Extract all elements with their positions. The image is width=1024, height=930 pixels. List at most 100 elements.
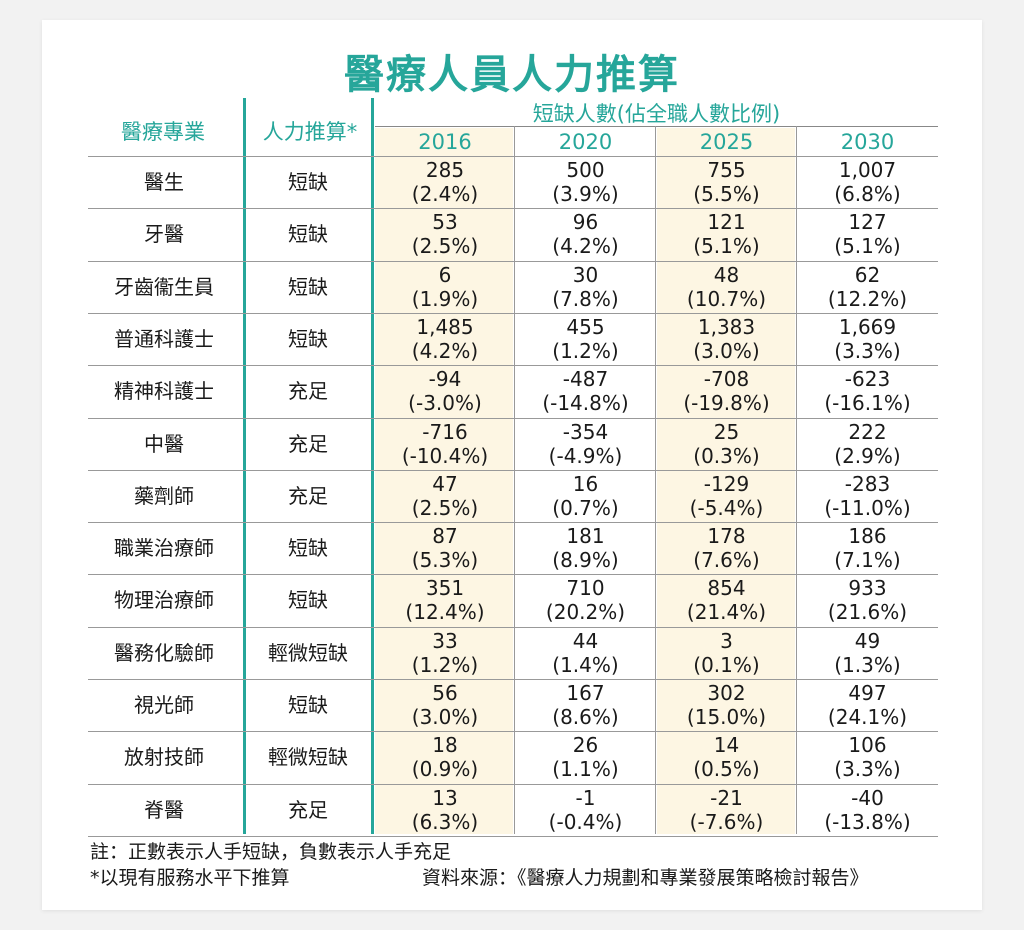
shortage-cell-2020: 44 (1.4%)	[515, 629, 656, 677]
shortage-percent: (3.3%)	[834, 338, 901, 363]
shortage-count: 25	[713, 419, 740, 444]
profession-label: 醫務化驗師	[114, 640, 214, 665]
projection-status: 短缺	[288, 222, 328, 247]
row-divider	[88, 835, 938, 837]
shortage-cell-2016: 56 (3.0%)	[375, 681, 515, 729]
shortage-percent: (21.4%)	[686, 600, 767, 625]
shortage-count: 1,007	[838, 158, 897, 182]
shortage-count: 6	[438, 262, 452, 287]
shortage-percent: (8.6%)	[552, 705, 619, 729]
shortage-count: 96	[572, 210, 599, 235]
header-year-2020: 2020	[558, 130, 613, 154]
shortage-cell-2025: 178 (7.6%)	[656, 524, 797, 572]
shortage-percent: (0.5%)	[693, 757, 760, 782]
profession-label: 視光師	[134, 693, 194, 717]
shortage-cell-2030: -283 (-11.0%)	[797, 472, 938, 520]
shortage-count: 53	[432, 210, 458, 235]
shortage-cell-2020: 16 (0.7%)	[515, 472, 656, 520]
shortage-percent: (-11.0%)	[824, 495, 911, 520]
shortage-cell-2025: 48 (10.7%)	[656, 263, 797, 311]
shortage-percent: (7.6%)	[693, 548, 760, 573]
shortage-count: 87	[432, 524, 458, 549]
projection-status: 輕微短缺	[268, 640, 348, 665]
shortage-percent: (-0.4%)	[548, 809, 623, 834]
shortage-count: 302	[707, 681, 746, 705]
header-shortage-group: 短缺人數(佔全職人數比例)	[532, 102, 781, 126]
projection-status: 短缺	[288, 693, 328, 717]
shortage-cell-2020: -354 (-4.9%)	[515, 420, 656, 468]
shortage-percent: (10.7%)	[686, 286, 767, 311]
projection-status: 輕微短缺	[268, 745, 348, 770]
infographic-card: 醫療人員人力推算 醫療專業 人力推算* 短缺人數(佔全職人數比例) 2016 2…	[42, 20, 982, 910]
shortage-count: -623	[844, 367, 891, 392]
profession-label: 普通科護士	[114, 326, 214, 351]
shortage-cell-2025: 14 (0.5%)	[656, 733, 797, 781]
row-divider	[88, 260, 938, 262]
header-profession: 醫療專業	[121, 120, 205, 144]
shortage-cell-2030: 186 (7.1%)	[797, 524, 938, 572]
divider-after-projection	[371, 98, 374, 834]
shortage-count: 933	[848, 576, 887, 601]
highlight-band-2016	[375, 128, 513, 834]
shortage-cell-2025: 3 (0.1%)	[656, 629, 797, 677]
shortage-percent: (-4.9%)	[548, 443, 623, 468]
shortage-cell-2030: 62 (12.2%)	[797, 263, 938, 311]
shortage-count: -487	[562, 367, 609, 392]
shortage-count: -129	[703, 471, 750, 496]
row-divider	[88, 731, 938, 733]
shortage-cell-2016: 53 (2.5%)	[375, 210, 515, 258]
shortage-percent: (-13.8%)	[824, 809, 911, 834]
header-bottom-line	[88, 156, 938, 157]
shortage-percent: (-5.4%)	[689, 495, 764, 520]
projection-status: 短缺	[288, 536, 328, 561]
shortage-cell-2025: 854 (21.4%)	[656, 576, 797, 624]
shortage-count: 56	[432, 681, 458, 705]
shortage-count: -94	[428, 367, 462, 392]
shortage-count: 500	[566, 158, 605, 182]
shortage-percent: (12.4%)	[405, 600, 485, 625]
projection-status: 充足	[288, 797, 328, 822]
row-divider	[88, 783, 938, 785]
projection-status: 短缺	[288, 326, 328, 351]
row-divider	[88, 574, 938, 576]
shortage-percent: (0.3%)	[693, 443, 760, 468]
projection-status: 短缺	[288, 274, 328, 299]
projection-status: 短缺	[288, 170, 328, 194]
shortage-count: -21	[710, 785, 743, 810]
shortage-cell-2020: 96 (4.2%)	[515, 210, 656, 258]
profession-label: 醫生	[144, 170, 184, 194]
shortage-percent: (1.9%)	[411, 286, 479, 311]
shortage-cell-2016: 13 (6.3%)	[375, 786, 515, 834]
shortage-count: -354	[562, 419, 609, 444]
projection-status: 充足	[288, 483, 328, 508]
shortage-cell-2030: 1,007 (6.8%)	[797, 158, 938, 206]
shortage-cell-2020: 500 (3.9%)	[515, 158, 656, 206]
profession-label: 精神科護士	[114, 379, 214, 404]
shortage-count: -40	[851, 785, 884, 810]
shortage-percent: (-16.1%)	[824, 391, 911, 416]
shortage-count: 1,485	[416, 314, 474, 339]
shortage-cell-2030: 49 (1.3%)	[797, 629, 938, 677]
row-divider	[88, 312, 938, 314]
shortage-percent: (6.8%)	[834, 182, 901, 206]
shortage-cell-2030: 933 (21.6%)	[797, 576, 938, 624]
shortage-count: 16	[572, 471, 599, 496]
shortage-count: 127	[848, 210, 887, 235]
shortage-count: 455	[566, 314, 605, 339]
shortage-percent: (15.0%)	[686, 705, 767, 729]
shortage-cell-2016: 351 (12.4%)	[375, 576, 515, 624]
row-divider	[88, 365, 938, 367]
shortage-percent: (-7.6%)	[689, 809, 764, 834]
shortage-count: 18	[432, 733, 458, 758]
shortage-count: 186	[848, 524, 887, 549]
shortage-percent: (1.3%)	[834, 652, 901, 677]
shortage-count: 13	[432, 785, 458, 810]
shortage-cell-2020: 710 (20.2%)	[515, 576, 656, 624]
shortage-cell-2016: 87 (5.3%)	[375, 524, 515, 572]
shortage-cell-2025: 121 (5.1%)	[656, 210, 797, 258]
year-separator	[655, 126, 656, 834]
note-projection-basis: *以現有服務水平下推算	[90, 867, 290, 889]
shortage-percent: (2.5%)	[411, 234, 479, 259]
shortage-percent: (0.7%)	[552, 495, 619, 520]
shortage-cell-2025: -21 (-7.6%)	[656, 786, 797, 834]
